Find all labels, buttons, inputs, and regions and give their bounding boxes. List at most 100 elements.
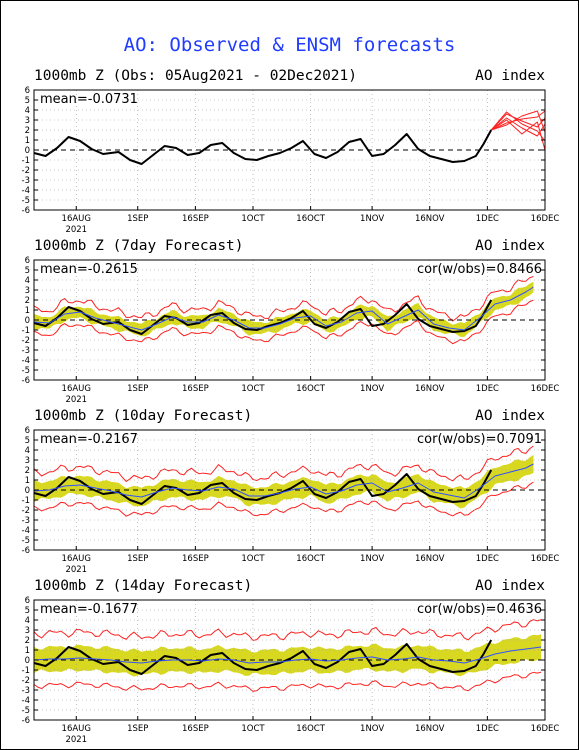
ensemble_member-line <box>490 119 546 151</box>
y-tick-label: -6 <box>22 716 30 726</box>
y-tick-label: 5 <box>25 266 30 276</box>
y-tick-label: 1 <box>25 476 30 486</box>
y-tick-label: 2 <box>25 296 30 306</box>
member-envelope-lower <box>33 299 534 345</box>
x-tick-label: 16NOV <box>415 214 445 224</box>
y-tick-label: 2 <box>25 636 30 646</box>
y-tick-label: 5 <box>25 436 30 446</box>
y-tick-label: -1 <box>22 666 30 676</box>
y-tick-label: -4 <box>22 526 30 536</box>
y-tick-label: -3 <box>22 686 30 696</box>
y-tick-label: -5 <box>22 366 30 376</box>
y-tick-label: -4 <box>22 696 30 706</box>
x-tick-label: 1OCT <box>241 554 265 564</box>
y-tick-label: -3 <box>22 176 30 186</box>
observed-line <box>33 469 493 505</box>
x-tick-label: 1DEC <box>476 724 499 734</box>
y-tick-label: 3 <box>25 116 30 126</box>
y-tick-label: -2 <box>22 676 30 686</box>
ensemble_member-line <box>490 117 546 137</box>
ensemble_member-line <box>490 113 546 131</box>
y-tick-label: 0 <box>25 316 30 326</box>
panel-4-title: 1000mb Z (14day Forecast) <box>34 578 253 594</box>
x-year-label: 2021 <box>65 565 87 575</box>
panel-3-title: 1000mb Z (10day Forecast) <box>34 408 253 424</box>
x-tick-label: 16NOV <box>415 724 445 734</box>
x-tick-label: 1OCT <box>241 724 265 734</box>
mean-label: mean=-0.2615 <box>40 262 138 277</box>
x-tick-label: 1DEC <box>476 554 499 564</box>
panel-2-index-label: AO index <box>475 238 545 254</box>
x-tick-label: 1SEP <box>127 384 148 394</box>
y-tick-label: 0 <box>25 656 30 666</box>
x-tick-label: 16DEC <box>531 724 560 734</box>
member-envelope-upper <box>33 619 542 642</box>
observed-line <box>33 129 493 165</box>
x-tick-label: 16OCT <box>296 554 325 564</box>
member-envelope-upper <box>33 276 534 322</box>
x-tick-label: 16OCT <box>296 214 325 224</box>
panel-2-title: 1000mb Z (7day Forecast) <box>34 238 244 254</box>
mean-label: mean=-0.1677 <box>40 602 138 617</box>
y-tick-label: 4 <box>25 106 30 116</box>
x-tick-label: 16OCT <box>296 384 325 394</box>
x-tick-label: 16DEC <box>531 384 560 394</box>
y-tick-label: 1 <box>25 136 30 146</box>
x-tick-label: 1NOV <box>360 554 384 564</box>
x-tick-label: 16AUG <box>62 214 91 224</box>
panel-3-index-label: AO index <box>475 408 545 424</box>
ensemble_member-line <box>491 110 546 133</box>
y-tick-label: 3 <box>25 286 30 296</box>
y-tick-label: 0 <box>25 146 30 156</box>
y-tick-label: -4 <box>22 356 30 366</box>
x-year-label: 2021 <box>65 225 87 235</box>
y-tick-label: 1 <box>25 306 30 316</box>
x-tick-label: 16DEC <box>531 554 560 564</box>
y-tick-label: 3 <box>25 626 30 636</box>
y-tick-label: 0 <box>25 486 30 496</box>
y-tick-label: 4 <box>25 276 30 286</box>
x-tick-label: 16NOV <box>415 554 445 564</box>
y-tick-label: -3 <box>22 516 30 526</box>
ensemble_mean-line <box>33 463 534 499</box>
y-tick-label: -5 <box>22 536 30 546</box>
x-tick-label: 16SEP <box>182 384 209 394</box>
y-tick-label: -3 <box>22 346 30 356</box>
x-year-label: 2021 <box>65 735 87 745</box>
ensemble_mean-line <box>33 646 542 664</box>
member-envelope-upper <box>33 445 534 483</box>
x-tick-label: 16NOV <box>415 384 445 394</box>
x-tick-label: 16AUG <box>62 384 91 394</box>
x-tick-label: 1NOV <box>360 214 384 224</box>
y-tick-label: -6 <box>22 546 30 556</box>
y-tick-label: -2 <box>22 166 30 176</box>
x-tick-label: 1NOV <box>360 384 384 394</box>
y-tick-label: -2 <box>22 336 30 346</box>
y-tick-label: -6 <box>22 206 30 216</box>
x-tick-label: 16AUG <box>62 554 91 564</box>
ensemble-spread-band <box>34 634 542 677</box>
observed-line <box>33 639 493 675</box>
mean-label: mean=-0.0731 <box>40 92 138 107</box>
y-tick-label: -1 <box>22 326 30 336</box>
y-tick-label: 1 <box>25 646 30 656</box>
correlation-label: cor(w/obs)=0.7091 <box>417 432 542 447</box>
y-tick-label: -6 <box>22 376 30 386</box>
x-tick-label: 16OCT <box>296 724 325 734</box>
x-tick-label: 16SEP <box>182 214 209 224</box>
x-tick-label: 16AUG <box>62 724 91 734</box>
x-tick-label: 1OCT <box>241 214 265 224</box>
y-tick-label: 6 <box>25 256 30 266</box>
x-tick-label: 16SEP <box>182 554 209 564</box>
y-tick-label: 3 <box>25 456 30 466</box>
x-tick-label: 1NOV <box>360 724 384 734</box>
y-tick-label: 4 <box>25 616 30 626</box>
member-envelope-lower <box>33 671 542 692</box>
x-year-label: 2021 <box>65 395 87 405</box>
x-tick-label: 1SEP <box>127 214 148 224</box>
y-tick-label: 6 <box>25 86 30 96</box>
x-tick-label: 1DEC <box>476 384 499 394</box>
member-envelope-lower <box>33 481 534 517</box>
